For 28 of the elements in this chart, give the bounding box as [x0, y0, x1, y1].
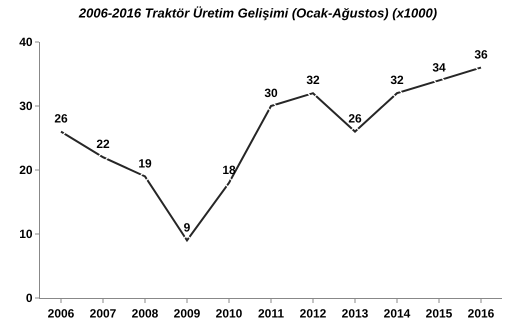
- x-tick-label: 2014: [384, 306, 411, 320]
- data-label: 32: [306, 73, 320, 88]
- data-label: 22: [96, 137, 110, 152]
- x-tick-label: 2006: [48, 306, 75, 320]
- x-tick-label: 2007: [90, 306, 117, 320]
- y-tick-label: 40: [19, 35, 33, 50]
- y-tick-label: 10: [19, 227, 33, 242]
- data-label: 36: [474, 48, 488, 62]
- y-tick-label: 20: [19, 163, 33, 178]
- x-tick-label: 2016: [468, 306, 495, 320]
- x-tick-label: 2012: [300, 306, 327, 320]
- y-tick-label: 0: [26, 291, 33, 306]
- x-tick-label: 2009: [174, 306, 201, 320]
- data-label: 26: [348, 112, 362, 126]
- chart-title: 2006-2016 Traktör Üretim Gelişimi (Ocak-Ağustos) (x1000): [78, 5, 438, 20]
- data-label: 26: [54, 112, 68, 126]
- data-label: 34: [432, 60, 446, 74]
- data-label: 9: [184, 220, 191, 234]
- data-label: 19: [138, 156, 152, 170]
- data-label: 32: [390, 73, 404, 88]
- x-tick-label: 2013: [342, 306, 369, 320]
- y-tick-label: 30: [19, 99, 33, 114]
- data-label: 30: [264, 86, 278, 100]
- data-label: 18: [222, 162, 236, 177]
- x-tick-label: 2008: [132, 306, 159, 320]
- x-tick-label: 2015: [426, 306, 453, 320]
- x-tick-label: 2011: [258, 306, 284, 320]
- x-tick-label: 2010: [216, 306, 243, 320]
